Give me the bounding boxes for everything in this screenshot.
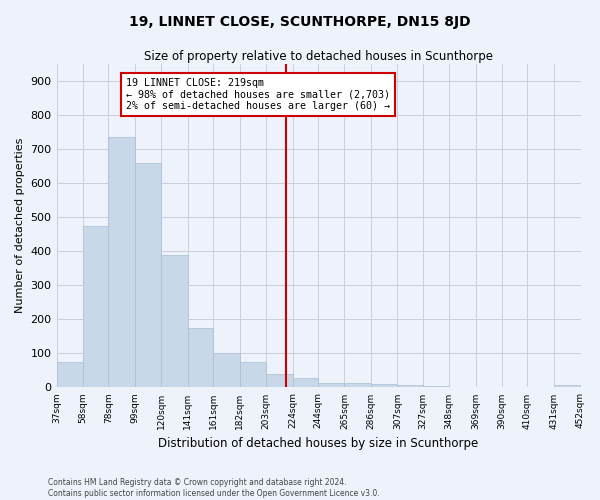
Bar xyxy=(188,328,213,388)
Bar xyxy=(554,384,581,388)
Bar xyxy=(56,362,83,388)
Bar xyxy=(213,354,239,388)
Bar xyxy=(83,226,109,388)
Bar xyxy=(135,163,161,388)
Bar xyxy=(318,383,344,388)
Bar xyxy=(371,384,397,388)
Y-axis label: Number of detached properties: Number of detached properties xyxy=(15,138,25,314)
Bar xyxy=(422,386,449,388)
Bar xyxy=(161,254,188,388)
Title: Size of property relative to detached houses in Scunthorpe: Size of property relative to detached ho… xyxy=(144,50,493,63)
Bar xyxy=(266,374,293,388)
Bar xyxy=(109,138,135,388)
X-axis label: Distribution of detached houses by size in Scunthorpe: Distribution of detached houses by size … xyxy=(158,437,479,450)
Bar xyxy=(397,384,422,388)
Text: 19, LINNET CLOSE, SCUNTHORPE, DN15 8JD: 19, LINNET CLOSE, SCUNTHORPE, DN15 8JD xyxy=(129,15,471,29)
Bar xyxy=(239,362,266,388)
Text: Contains HM Land Registry data © Crown copyright and database right 2024.
Contai: Contains HM Land Registry data © Crown c… xyxy=(48,478,380,498)
Bar xyxy=(344,383,371,388)
Bar xyxy=(293,378,318,388)
Text: 19 LINNET CLOSE: 219sqm
← 98% of detached houses are smaller (2,703)
2% of semi-: 19 LINNET CLOSE: 219sqm ← 98% of detache… xyxy=(126,78,390,112)
